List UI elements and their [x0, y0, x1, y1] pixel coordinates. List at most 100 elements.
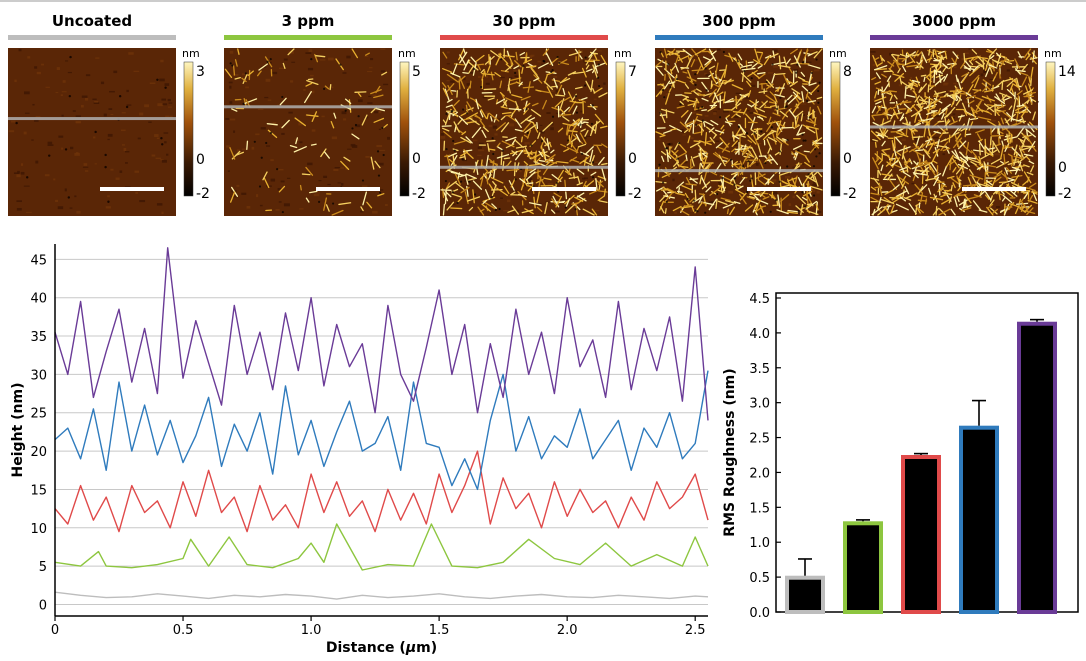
- afm-fiber: [494, 72, 501, 78]
- afm-fiber: [758, 73, 766, 80]
- afm-fiber: [660, 52, 664, 58]
- afm-texture-speck: [909, 77, 913, 79]
- afm-dark-spot: [669, 86, 672, 89]
- afm-texture-speck: [61, 114, 64, 117]
- afm-texture-speck: [715, 140, 720, 143]
- afm-texture-speck: [901, 138, 906, 141]
- afm-fiber: [915, 135, 920, 148]
- afm-texture-speck: [771, 179, 776, 183]
- afm-texture-speck: [964, 101, 968, 103]
- afm-fiber: [470, 56, 476, 63]
- afm-fiber: [926, 99, 937, 108]
- afm-fiber: [584, 60, 595, 63]
- afm-fiber: [485, 173, 489, 185]
- afm-fiber: [692, 155, 700, 159]
- afm-texture-speck: [477, 146, 482, 149]
- afm-fiber: [485, 154, 489, 169]
- afm-dark-spot: [795, 71, 798, 74]
- afm-fiber: [515, 145, 527, 149]
- afm-texture-speck: [952, 113, 956, 116]
- afm-dark-spot: [658, 163, 661, 166]
- afm-texture-speck: [277, 187, 282, 191]
- afm-fiber: [357, 92, 362, 98]
- afm-texture-speck: [56, 67, 60, 71]
- afm-fiber: [731, 140, 738, 147]
- afm-dark-spot: [805, 99, 809, 103]
- afm-fiber: [234, 59, 238, 67]
- afm-texture-speck: [278, 168, 284, 171]
- afm-fiber: [370, 106, 378, 114]
- afm-fiber: [724, 54, 734, 59]
- afm-fiber: [698, 193, 706, 196]
- afm-fiber: [780, 184, 792, 188]
- afm-fiber: [224, 68, 233, 79]
- afm-fiber: [906, 51, 916, 64]
- afm-texture-speck: [84, 170, 89, 172]
- afm-fiber: [973, 77, 980, 89]
- afm-texture-speck: [447, 97, 453, 99]
- afm-texture-speck: [577, 159, 583, 162]
- afm-dark-spot: [695, 124, 698, 127]
- afm-fiber: [781, 138, 787, 143]
- afm-fiber: [1013, 83, 1020, 89]
- afm-fiber: [990, 207, 998, 215]
- afm-fiber: [916, 207, 921, 214]
- afm-fiber: [486, 113, 489, 120]
- afm-texture-speck: [94, 100, 99, 103]
- afm-fiber: [978, 64, 984, 68]
- afm-texture-speck: [793, 69, 799, 73]
- afm-fiber: [487, 97, 495, 101]
- afm-fiber: [943, 73, 949, 82]
- afm-fiber: [739, 176, 746, 185]
- afm-pit: [104, 165, 107, 169]
- afm-dark-spot: [719, 116, 722, 119]
- afm-texture-speck: [338, 167, 345, 169]
- afm-texture-speck: [519, 169, 522, 173]
- afm-fiber: [586, 68, 593, 72]
- afm-fiber: [307, 78, 314, 81]
- afm-texture-speck: [228, 81, 233, 84]
- afm-fiber: [655, 131, 665, 136]
- afm-dark-spot: [663, 96, 666, 99]
- afm-dark-spot: [591, 176, 595, 179]
- afm-fiber: [959, 156, 968, 163]
- afm-fiber: [518, 69, 521, 83]
- afm-fiber: [889, 61, 895, 70]
- afm-dark-spot: [323, 87, 326, 90]
- afm-dark-spot: [501, 149, 505, 152]
- afm-texture-speck: [251, 146, 255, 150]
- afm-fiber: [875, 131, 889, 138]
- afm-fiber: [671, 64, 677, 71]
- afm-fiber: [771, 61, 786, 66]
- afm-dark-spot: [266, 60, 269, 63]
- afm-fiber: [1026, 171, 1034, 176]
- afm-texture-speck: [550, 127, 554, 131]
- afm-fiber: [893, 94, 898, 100]
- afm-texture-speck: [911, 182, 915, 185]
- colorbar-zero: 0: [412, 151, 421, 167]
- afm-dark-spot: [281, 95, 284, 99]
- afm-fiber: [919, 83, 928, 93]
- afm-texture-speck: [800, 103, 806, 105]
- colorbar-min: -2: [196, 186, 210, 202]
- afm-dark-spot: [704, 211, 707, 214]
- afm-fiber: [684, 199, 690, 206]
- afm-texture-speck: [135, 191, 138, 194]
- afm-dark-spot: [451, 110, 454, 113]
- afm-fiber: [800, 175, 810, 188]
- afm-dark-spot: [817, 89, 820, 93]
- afm-fiber: [687, 69, 693, 83]
- afm-texture-speck: [488, 124, 493, 128]
- afm-fiber: [923, 76, 926, 83]
- afm-fiber: [808, 82, 817, 86]
- afm-dark-spot: [814, 148, 817, 151]
- afm-dark-spot: [801, 133, 804, 136]
- afm-fiber: [982, 85, 988, 92]
- afm-texture-speck: [477, 161, 481, 163]
- bar-3: [959, 425, 999, 614]
- afm-texture-speck: [695, 108, 700, 112]
- afm-fiber: [1023, 171, 1032, 184]
- afm-texture-speck: [878, 64, 883, 66]
- afm-dark-spot: [244, 72, 247, 75]
